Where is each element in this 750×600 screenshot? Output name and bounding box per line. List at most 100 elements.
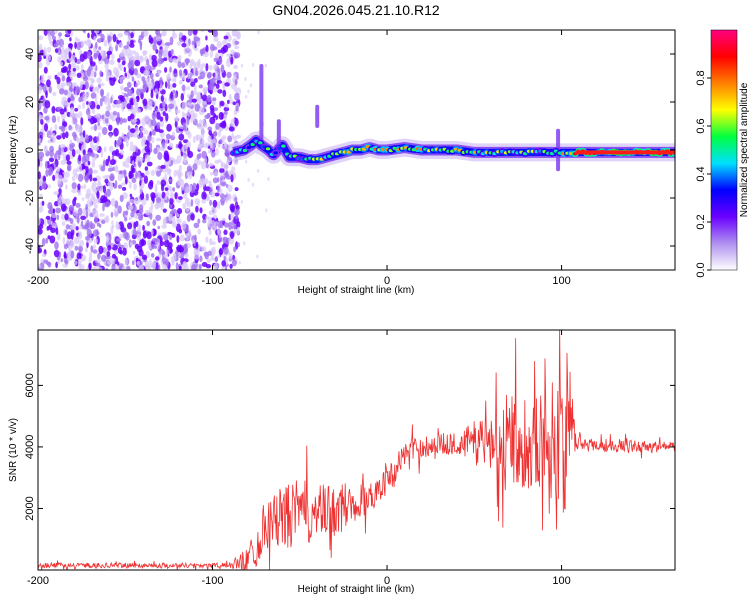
spectrogram-y-tick-label: 0 [24, 147, 36, 153]
noise-speck [82, 76, 89, 82]
noise-speck [142, 50, 147, 57]
noise-speck [84, 194, 90, 200]
noise-speck [147, 239, 152, 247]
noise-speck [80, 40, 84, 48]
noise-speck [215, 83, 220, 89]
noise-speck [221, 113, 224, 120]
noise-speck [214, 171, 219, 177]
noise-speck [183, 265, 189, 270]
noise-speck [227, 99, 230, 104]
noise-speck [68, 124, 72, 131]
noise-speck [178, 265, 182, 270]
noise-speck [142, 230, 147, 239]
noise-speck [114, 71, 119, 79]
noise-speck [49, 145, 54, 153]
noise-speck [224, 264, 228, 270]
noise-speck [43, 55, 47, 59]
noise-speck [53, 191, 60, 196]
noise-speck [197, 218, 201, 224]
noise-speck [125, 265, 131, 270]
noise-speck [223, 246, 229, 255]
noise-speck [180, 93, 184, 101]
noise-speck [45, 90, 48, 99]
noise-speck [142, 98, 148, 107]
noise-speck [92, 266, 98, 270]
noise-speck [233, 161, 239, 165]
noise-speck [240, 199, 243, 204]
noise-speck [75, 226, 79, 231]
noise-speck [110, 182, 114, 188]
noise-speck [174, 93, 178, 99]
noise-speck [162, 111, 166, 117]
noise-speck [132, 228, 137, 236]
noise-speck [138, 214, 143, 221]
noise-speck [186, 207, 190, 212]
snr-y-tick-label: 2000 [24, 496, 36, 520]
noise-speck [187, 146, 191, 156]
noise-speck [93, 203, 98, 209]
noise-speck [192, 30, 198, 35]
noise-speck [223, 256, 226, 261]
noise-speck [157, 58, 164, 65]
noise-speck [111, 224, 115, 229]
noise-speck [168, 220, 173, 224]
noise-speck [194, 252, 199, 260]
noise-speck [75, 124, 81, 133]
noise-speck [186, 214, 191, 222]
noise-speck [40, 78, 46, 83]
spectrogram-x-tick-label: 100 [552, 275, 570, 287]
noise-speck [79, 239, 85, 247]
noise-speck [135, 83, 138, 88]
noise-speck [57, 151, 61, 161]
noise-speck [79, 53, 85, 62]
noise-speck [236, 221, 241, 228]
noise-speck [187, 108, 191, 117]
noise-speck [139, 43, 143, 51]
noise-speck [76, 215, 80, 224]
noise-speck [110, 96, 113, 104]
noise-speck [84, 247, 88, 253]
noise-speck [121, 75, 126, 80]
noise-speck [56, 76, 61, 85]
noise-speck [47, 235, 51, 240]
noise-speck [130, 40, 134, 45]
noise-speck [144, 166, 149, 171]
noise-speck [203, 123, 208, 128]
noise-speck [68, 51, 72, 59]
noise-speck [69, 106, 75, 116]
noise-speck [205, 63, 209, 72]
noise-speck [257, 168, 260, 173]
noise-speck [184, 197, 190, 205]
noise-speck [176, 235, 180, 243]
noise-speck [207, 71, 212, 78]
noise-speck [89, 83, 94, 88]
noise-speck [131, 65, 134, 71]
noise-speck [46, 79, 51, 88]
noise-speck [115, 99, 122, 105]
noise-speck [93, 144, 99, 152]
noise-speck [131, 177, 137, 183]
snr-x-tick-label: 0 [384, 575, 390, 587]
noise-speck [170, 91, 174, 100]
noise-speck [181, 145, 185, 151]
noise-speck [209, 116, 216, 125]
noise-speck [172, 89, 176, 94]
noise-speck [134, 59, 141, 67]
noise-speck [168, 242, 173, 249]
noise-speck [163, 239, 170, 248]
noise-speck [122, 247, 127, 256]
noise-speck [136, 233, 141, 241]
noise-speck [99, 213, 105, 217]
noise-speck [113, 207, 119, 214]
noise-speck [106, 98, 111, 103]
noise-speck [64, 49, 67, 54]
noise-speck [151, 243, 155, 250]
noise-speck [202, 219, 207, 224]
ridge-core [281, 144, 286, 148]
noise-speck [84, 153, 90, 163]
noise-speck [156, 111, 161, 120]
noise-speck [111, 243, 114, 248]
noise-speck [97, 132, 101, 138]
noise-speck [201, 140, 205, 147]
